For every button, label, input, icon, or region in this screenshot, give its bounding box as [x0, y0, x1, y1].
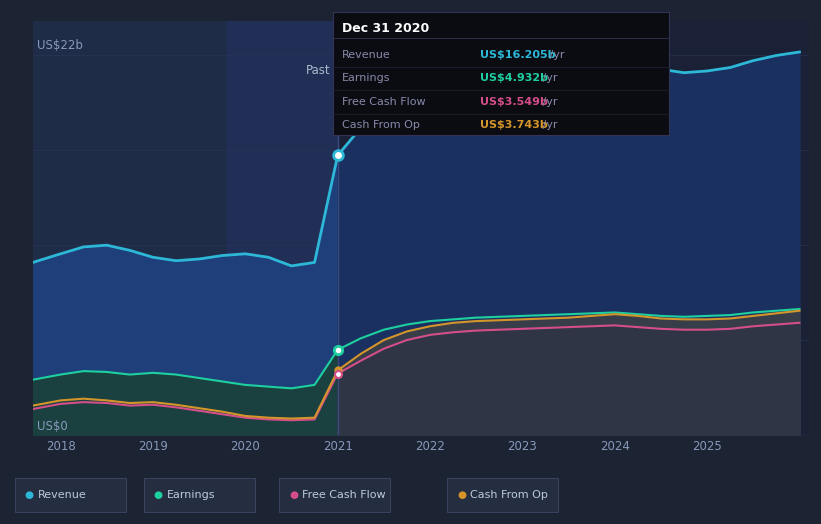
Text: US$16.205b: US$16.205b — [480, 50, 556, 60]
Text: Free Cash Flow: Free Cash Flow — [342, 97, 426, 107]
Text: ●: ● — [289, 490, 298, 500]
Text: /yr: /yr — [546, 50, 565, 60]
Text: Cash From Op: Cash From Op — [342, 121, 420, 130]
Text: US$22b: US$22b — [37, 39, 82, 51]
Text: US$0: US$0 — [37, 420, 67, 433]
Text: US$4.932b: US$4.932b — [480, 73, 548, 83]
Text: Past: Past — [305, 64, 330, 77]
Text: Free Cash Flow: Free Cash Flow — [302, 490, 386, 500]
Text: Analysts Forecasts: Analysts Forecasts — [349, 64, 459, 77]
Bar — [227, 21, 337, 435]
Text: Dec 31 2020: Dec 31 2020 — [342, 22, 429, 35]
Text: Cash From Op: Cash From Op — [470, 490, 548, 500]
Text: /yr: /yr — [539, 73, 558, 83]
Text: US$3.549b: US$3.549b — [480, 97, 548, 107]
Text: /yr: /yr — [539, 97, 558, 107]
Text: ●: ● — [457, 490, 466, 500]
Text: Earnings: Earnings — [342, 73, 391, 83]
Bar — [33, 21, 337, 435]
Text: /yr: /yr — [539, 121, 558, 130]
Text: Revenue: Revenue — [38, 490, 86, 500]
Text: Earnings: Earnings — [167, 490, 215, 500]
Text: ●: ● — [25, 490, 34, 500]
Text: US$3.743b: US$3.743b — [480, 121, 548, 130]
Bar — [33, 21, 809, 435]
Text: ●: ● — [154, 490, 163, 500]
Text: Revenue: Revenue — [342, 50, 391, 60]
